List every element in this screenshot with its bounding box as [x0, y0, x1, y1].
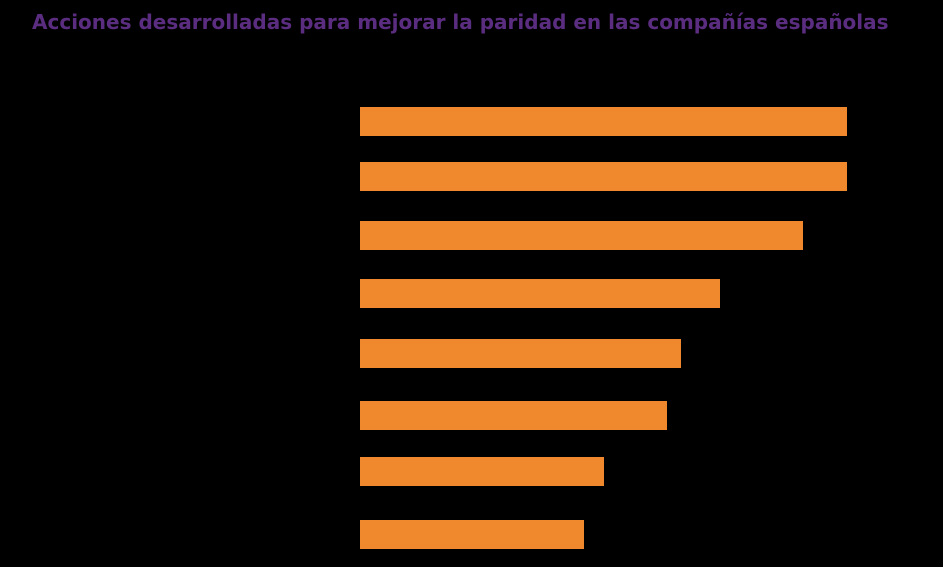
bar-plot	[360, 0, 943, 567]
bar-category-5	[360, 339, 681, 368]
bar-category-3	[360, 221, 803, 250]
bar-category-4	[360, 279, 720, 308]
bar-category-8	[360, 520, 584, 549]
bar-category-2	[360, 162, 847, 191]
bar-category-1	[360, 107, 847, 136]
bar-category-6	[360, 401, 667, 430]
chart-title: Acciones desarrolladas para mejorar la p…	[32, 10, 889, 34]
bar-category-7	[360, 457, 604, 486]
